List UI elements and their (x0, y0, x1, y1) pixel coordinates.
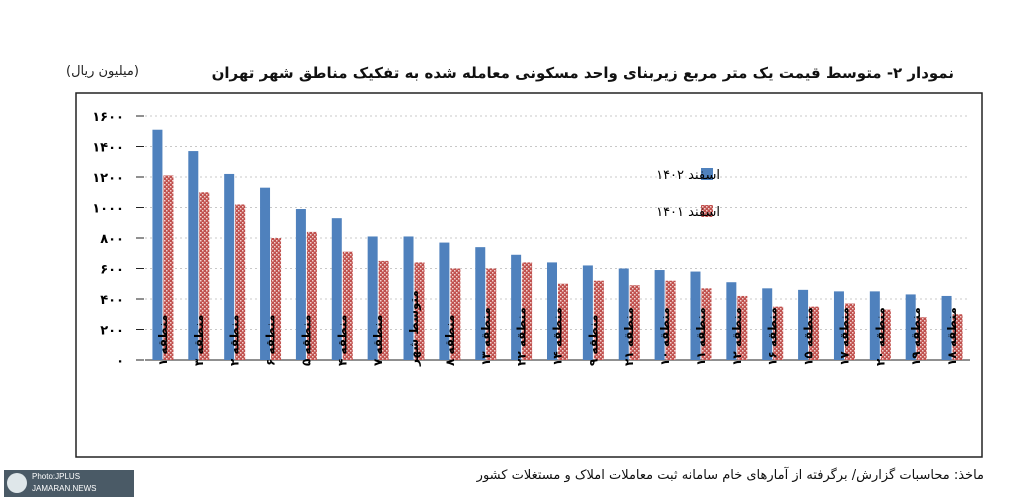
x-category-label: منطقه ۴ (335, 315, 349, 366)
watermark-line1: Photo:JPLUS (32, 472, 81, 481)
y-tick-label: ۶۰۰ (100, 263, 124, 278)
bar-esfand-1402 (224, 173, 235, 360)
bar-esfand-1402 (547, 262, 557, 360)
bar-esfand-1401 (844, 303, 855, 360)
x-category-label: منطقه ۲۰ (873, 307, 887, 366)
x-category-label: منطقه ۱ (156, 315, 170, 366)
x-category-label: منطقه ۷ (371, 315, 385, 366)
chart-title: نمودار ۲- متوسط قیمت یک متر مربع زیربنای… (211, 64, 954, 82)
y-tick-label: ۱۶۰۰ (92, 110, 124, 125)
bar-esfand-1402 (403, 236, 414, 360)
bar-esfand-1401 (486, 268, 497, 360)
legend-label: اسفند ۱۴۰۲ (656, 168, 720, 183)
bar-esfand-1401 (450, 268, 461, 360)
y-tick-label: ۱۲۰۰ (92, 171, 124, 186)
x-category-label: منطقه ۱۸ (945, 307, 959, 366)
bar-esfand-1402 (654, 270, 665, 360)
bar-esfand-1402 (188, 151, 199, 360)
x-category-label: منطقه ۱۲ (730, 307, 744, 366)
x-category-label: منطقه ۱۹ (909, 307, 923, 366)
x-category-label: منطقه ۸ (443, 315, 457, 366)
x-category-label: متوسط شهر (407, 290, 422, 367)
bar-esfand-1401 (163, 175, 174, 360)
bar-esfand-1401 (414, 262, 425, 360)
x-category-label: منطقه ۱۵ (802, 307, 816, 366)
watermark-logo: Photo:JPLUS JAMARAN.NEWS (4, 470, 134, 497)
x-category-label: منطقه ۱۰ (658, 307, 672, 366)
y-tick-label: ۱۴۰۰ (92, 141, 124, 156)
bar-esfand-1402 (869, 291, 880, 360)
y-tick-label: ۰ (116, 354, 124, 369)
bar-esfand-1402 (260, 187, 271, 360)
bar-esfand-1401 (665, 280, 676, 360)
bar-esfand-1402 (582, 265, 593, 360)
y-tick-label: ۸۰۰ (100, 232, 124, 247)
bar-esfand-1402 (295, 209, 306, 360)
bar-esfand-1402 (439, 242, 450, 360)
bar-esfand-1401 (952, 314, 963, 360)
x-category-label: منطقه ۱۳ (479, 307, 493, 366)
bar-esfand-1402 (798, 289, 809, 360)
bar-esfand-1402 (905, 294, 916, 360)
x-category-label: منطقه ۳ (192, 315, 206, 366)
x-category-label: منطقه ۱۴ (551, 307, 565, 366)
bar-esfand-1401 (629, 285, 640, 360)
y-tick-label: ۱۰۰۰ (92, 202, 124, 217)
bar-esfand-1402 (762, 288, 773, 360)
x-category-label: منطقه ۲۲ (515, 307, 529, 366)
bar-esfand-1401 (701, 288, 712, 360)
bar-esfand-1402 (690, 271, 701, 360)
x-category-label: منطقه ۱۶ (766, 307, 780, 366)
bar-esfand-1402 (618, 268, 629, 360)
bar-esfand-1401 (773, 306, 784, 360)
x-category-label: منطقه ۲۱ (622, 307, 636, 366)
bar-esfand-1401 (809, 306, 820, 360)
bar-esfand-1402 (726, 282, 737, 360)
x-category-label: منطقه ۲ (228, 315, 242, 366)
bar-esfand-1402 (152, 129, 163, 360)
bar-esfand-1402 (511, 254, 522, 360)
bar-esfand-1401 (916, 317, 927, 360)
bar-esfand-1401 (342, 251, 353, 360)
y-tick-label: ۲۰۰ (100, 324, 124, 339)
bar-esfand-1401 (880, 309, 891, 360)
source-note: ماخذ: محاسبات گزارش/ برگرفته از آمارهای … (476, 468, 984, 483)
x-category-label: منطقه ۵ (299, 315, 313, 366)
bar-esfand-1402 (833, 291, 844, 360)
bar-esfand-1401 (199, 192, 210, 360)
bar-esfand-1402 (475, 247, 486, 360)
bar-esfand-1402 (367, 236, 378, 360)
bar-esfand-1402 (941, 295, 952, 360)
x-category-label: منطقه ۶ (264, 315, 278, 366)
x-category-label: منطقه ۱۱ (694, 307, 708, 366)
logo-icon (7, 473, 27, 493)
bar-esfand-1401 (378, 260, 389, 360)
bar-esfand-1401 (306, 231, 317, 360)
watermark-line2: JAMARAN.NEWS (32, 484, 97, 493)
bar-esfand-1401 (522, 262, 533, 360)
legend-swatch (701, 205, 713, 217)
bar-esfand-1401 (558, 283, 568, 360)
legend-label: اسفند ۱۴۰۱ (656, 205, 720, 220)
bar-esfand-1401 (737, 295, 748, 360)
bar-esfand-1402 (331, 218, 342, 360)
bar-esfand-1401 (593, 280, 604, 360)
x-category-label: منطقه ۹ (586, 315, 600, 366)
x-category-label: منطقه ۱۷ (837, 307, 851, 366)
bar-chart: ۰ ۲۰۰ ۴۰۰ ۶۰۰ ۸۰۰ ۱۰۰۰ ۱۲۰۰ ۱۴۰۰ ۱۶۰۰ منطقه ۱ منط… (75, 92, 983, 458)
y-tick-label: ۴۰۰ (100, 293, 124, 308)
legend-swatch (701, 168, 713, 180)
plot-frame (75, 92, 983, 458)
bar-esfand-1401 (235, 204, 246, 360)
bar-esfand-1401 (271, 238, 282, 360)
y-axis-unit-label: (میلیون ریال) (66, 64, 139, 79)
